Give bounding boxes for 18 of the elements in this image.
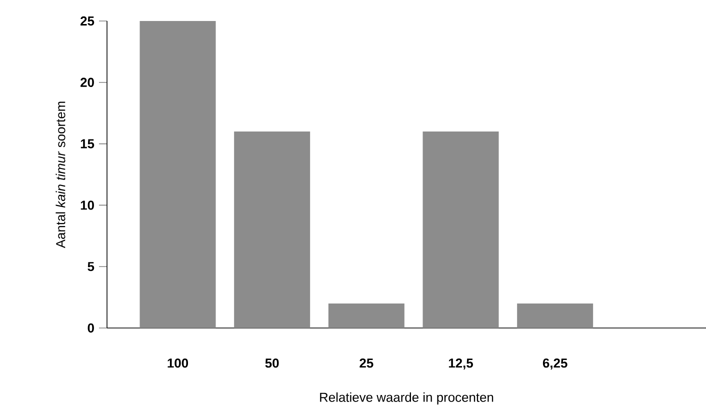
y-tick-label: 25 [80,16,94,26]
y-tick-label: 5 [88,262,94,272]
y-tick-label: 15 [80,139,94,148]
x-tick-label: 50 [265,358,279,368]
x-tick-label: 12,5 [448,358,473,370]
bar [517,303,594,328]
bar [422,132,499,328]
y-tick-label: 10 [80,200,94,210]
x-tick-label: 25 [360,358,374,368]
bar [234,132,310,328]
bar [140,20,216,328]
y-tick-label: 0 [88,323,94,333]
y-tick-label: 20 [80,78,94,87]
y-axis-title: Aantal kain timur soortem [56,102,66,248]
x-tick-label: 100 [168,358,188,368]
x-tick-label: 6,25 [542,358,568,370]
x-axis-title: Relatieve waarde in procenten [320,392,494,404]
bar [328,303,404,328]
